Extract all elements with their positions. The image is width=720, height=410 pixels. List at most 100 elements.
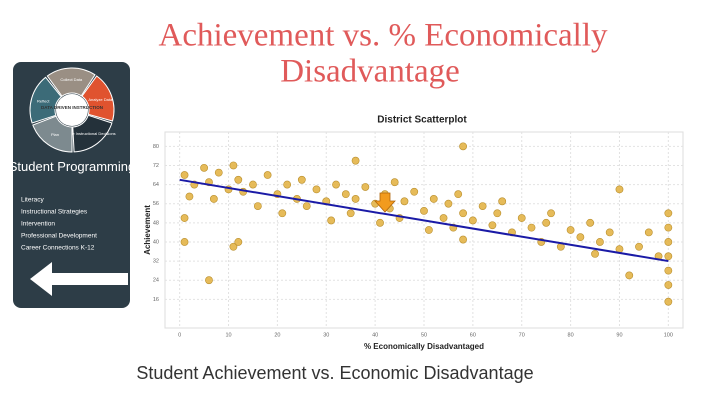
- point: [547, 209, 555, 218]
- cycle-segment: [29, 76, 63, 124]
- cycle-hub: [56, 94, 88, 126]
- point: [615, 185, 624, 194]
- point: [664, 297, 673, 306]
- point: [229, 161, 238, 170]
- point: [576, 233, 585, 242]
- list-item: Intervention: [21, 221, 55, 228]
- point: [542, 218, 551, 227]
- cycle-label: Make Instructional Decisions: [65, 131, 116, 136]
- cycle-label: Reflect: [37, 99, 50, 104]
- x-tick-label: 80: [568, 332, 574, 338]
- sidebar-heading: Student Programming: [9, 159, 135, 174]
- chart: District Scatterplot % Economically Disad…: [143, 115, 683, 351]
- point: [263, 171, 272, 179]
- point: [253, 202, 262, 210]
- point: [664, 252, 673, 261]
- cycle-segment: [72, 114, 113, 153]
- point: [180, 238, 189, 246]
- point: [234, 238, 243, 246]
- point: [517, 214, 526, 222]
- point: [312, 185, 321, 194]
- chart-title: District Scatterplot: [377, 115, 467, 126]
- y-tick-label: 32: [153, 259, 159, 265]
- point: [459, 209, 467, 218]
- point: [420, 206, 428, 215]
- point: [439, 214, 448, 222]
- point: [424, 226, 433, 234]
- list-item: Career Connections K-12: [21, 245, 95, 252]
- cycle-label: Collect Data: [60, 77, 83, 82]
- point: [644, 228, 653, 237]
- trend-line: [179, 178, 669, 263]
- slide-title: Disadvantage: [280, 54, 460, 90]
- cycle-label: Analyze Data: [88, 97, 113, 102]
- y-axis-label: Achievement: [143, 205, 152, 255]
- caption: Student Achievement vs. Economic Disadva…: [136, 363, 533, 383]
- list-item: Literacy: [21, 197, 45, 204]
- y-tick-label: 72: [153, 163, 159, 169]
- point: [302, 202, 311, 210]
- cycle-label: Plan: [51, 132, 59, 137]
- point: [493, 209, 502, 218]
- point: [205, 276, 213, 285]
- point: [249, 180, 257, 189]
- y-tick-label: 56: [153, 201, 159, 207]
- slide-title: Achievement vs. % Economically: [158, 18, 608, 54]
- point: [478, 202, 487, 210]
- x-tick-label: 100: [664, 332, 673, 338]
- cycle-segment: [81, 75, 115, 122]
- point: [361, 183, 370, 191]
- point: [327, 216, 336, 225]
- point: [200, 163, 208, 172]
- point: [459, 142, 467, 151]
- point: [351, 195, 360, 203]
- point: [625, 271, 634, 280]
- point: [283, 180, 292, 189]
- point: [459, 235, 467, 244]
- point: [635, 242, 643, 251]
- point: [664, 223, 673, 232]
- y-tick-label: 48: [153, 220, 159, 226]
- point: [234, 175, 243, 184]
- point: [278, 209, 287, 218]
- point: [341, 190, 350, 199]
- cycle-center: DATA DRIVEN INSTRUCTION: [41, 105, 103, 110]
- point: [229, 242, 238, 251]
- point: [180, 214, 189, 222]
- point: [429, 195, 438, 203]
- cycle-diagram: Collect Data Analyze Data Make Instruction…: [29, 67, 116, 153]
- point: [596, 238, 604, 246]
- point: [586, 218, 595, 227]
- point: [498, 197, 507, 206]
- point: [468, 216, 477, 225]
- back-arrow: [30, 262, 128, 296]
- point: [605, 228, 614, 237]
- sidebar-list: Literacy Instructional Strategies Interven…: [21, 197, 97, 252]
- x-tick-label: 40: [372, 332, 378, 338]
- x-tick-label: 60: [470, 332, 476, 338]
- point: [454, 190, 463, 199]
- x-tick-label: 0: [178, 332, 181, 338]
- point: [664, 209, 673, 218]
- y-tick-label: 16: [153, 297, 159, 303]
- y-tick-label: 40: [153, 239, 159, 245]
- point: [664, 266, 673, 275]
- x-axis-label: % Economically Disadvantaged: [364, 342, 484, 351]
- point: [390, 178, 399, 187]
- cycle-segment: [46, 67, 96, 97]
- point: [527, 223, 536, 232]
- point: [410, 187, 419, 196]
- y-tick-label: 80: [153, 144, 159, 150]
- point: [332, 180, 340, 189]
- x-tick-label: 20: [274, 332, 280, 338]
- point: [214, 168, 223, 177]
- point: [180, 171, 189, 179]
- cycle-segment: [32, 115, 73, 153]
- x-tick-label: 30: [323, 332, 329, 338]
- list-item: Professional Development: [21, 233, 97, 240]
- x-tick-label: 50: [421, 332, 427, 338]
- point: [297, 175, 306, 184]
- point: [351, 156, 360, 165]
- point: [209, 195, 218, 203]
